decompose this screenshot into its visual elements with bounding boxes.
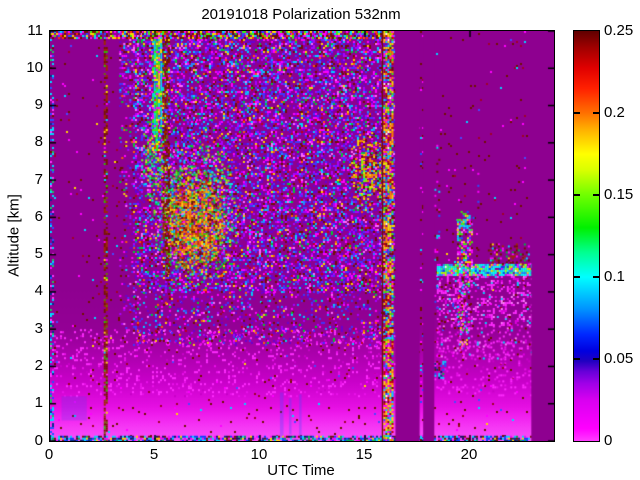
x-axis-tick-label: 5: [149, 446, 159, 463]
y-axis-tick-label: 9: [34, 96, 43, 114]
x-axis-tick-label: 10: [250, 446, 268, 463]
y-axis-tick-label: 11: [27, 21, 43, 39]
x-axis-tick-label: 20: [460, 446, 478, 463]
colorbar-tick: [593, 276, 599, 278]
colorbar-tick-label: 0.05: [604, 349, 634, 367]
x-axis-tick-label: 0: [44, 446, 54, 463]
x-axis-label: UTC Time: [267, 462, 335, 479]
colorbar-tick-label: 0.1: [604, 267, 625, 285]
y-axis-tick-label: 7: [34, 170, 43, 188]
y-axis-tick-label: 3: [34, 319, 43, 337]
colorbar-tick: [574, 194, 580, 196]
heatmap-canvas: [50, 31, 554, 441]
colorbar-tick: [593, 358, 599, 360]
colorbar-gradient: [574, 31, 599, 441]
x-axis-tick-label: 15: [355, 446, 373, 463]
y-axis-tick-label: 10: [26, 58, 43, 76]
colorbar-tick: [593, 194, 599, 196]
colorbar-tick: [574, 358, 580, 360]
colorbar-tick-label: 0.2: [604, 103, 625, 121]
colorbar-tick: [574, 276, 580, 278]
y-axis-tick-label: 0: [34, 431, 43, 449]
y-axis-tick-label: 2: [34, 356, 43, 374]
plot-area: [49, 30, 555, 442]
colorbar-tick-label: 0.25: [604, 21, 634, 39]
colorbar-tick-label: 0: [604, 431, 613, 449]
y-axis-tick-label: 6: [34, 207, 43, 225]
colorbar-tick-label: 0.15: [604, 185, 634, 203]
y-axis-tick-label: 5: [34, 245, 43, 263]
y-axis-tick-label: 4: [34, 282, 43, 300]
y-axis-tick-label: 1: [34, 394, 43, 412]
y-axis-label: Altitude [km]: [5, 194, 23, 277]
colorbar-tick: [574, 112, 580, 114]
y-axis-tick-label: 8: [34, 133, 43, 151]
colorbar: [573, 30, 600, 442]
colorbar-tick: [593, 112, 599, 114]
chart-title: 20191018 Polarization 532nm: [201, 6, 401, 23]
